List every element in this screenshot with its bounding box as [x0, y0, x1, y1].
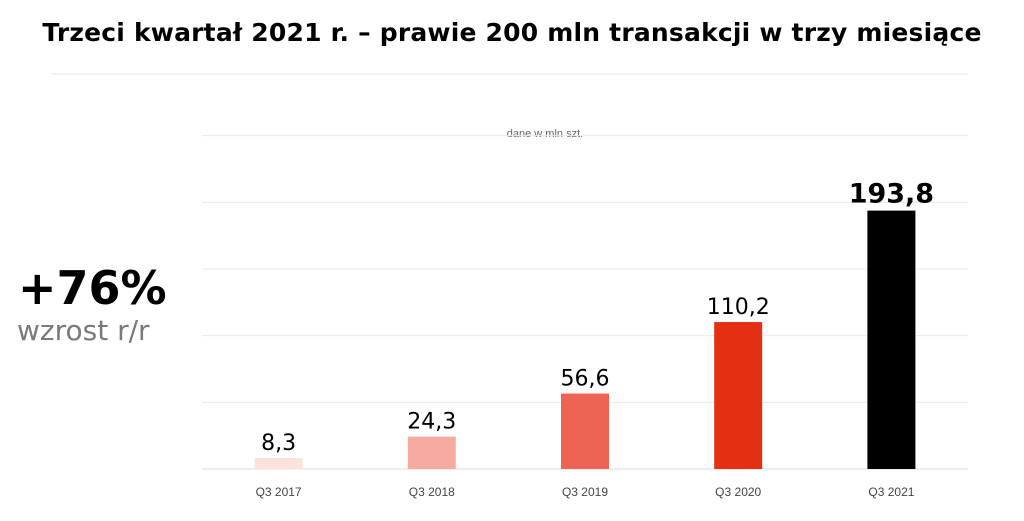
x-tick-label: Q3 2020	[715, 485, 761, 499]
x-tick-label: Q3 2018	[409, 485, 455, 499]
chart-title: Trzeci kwartał 2021 r. – prawie 200 mln …	[42, 18, 982, 47]
bar	[407, 436, 456, 469]
bar-value-label: 110,2	[707, 295, 770, 320]
x-tick-label: Q3 2019	[562, 485, 608, 499]
bar-value-label: 193,8	[849, 179, 934, 210]
unit-note: dane w mln szt.	[506, 128, 584, 140]
bar-value-label: 56,6	[561, 367, 610, 392]
bar	[254, 457, 303, 469]
bar	[714, 322, 763, 469]
x-tick-label: Q3 2017	[256, 485, 302, 499]
bar-value-label: 24,3	[407, 410, 456, 435]
growth-value: +76%	[18, 261, 167, 315]
bar-value-label: 8,3	[261, 431, 296, 456]
x-tick-label: Q3 2021	[868, 485, 914, 499]
bar	[867, 210, 916, 469]
growth-label: wzrost r/r	[17, 314, 150, 347]
bar	[561, 393, 609, 469]
